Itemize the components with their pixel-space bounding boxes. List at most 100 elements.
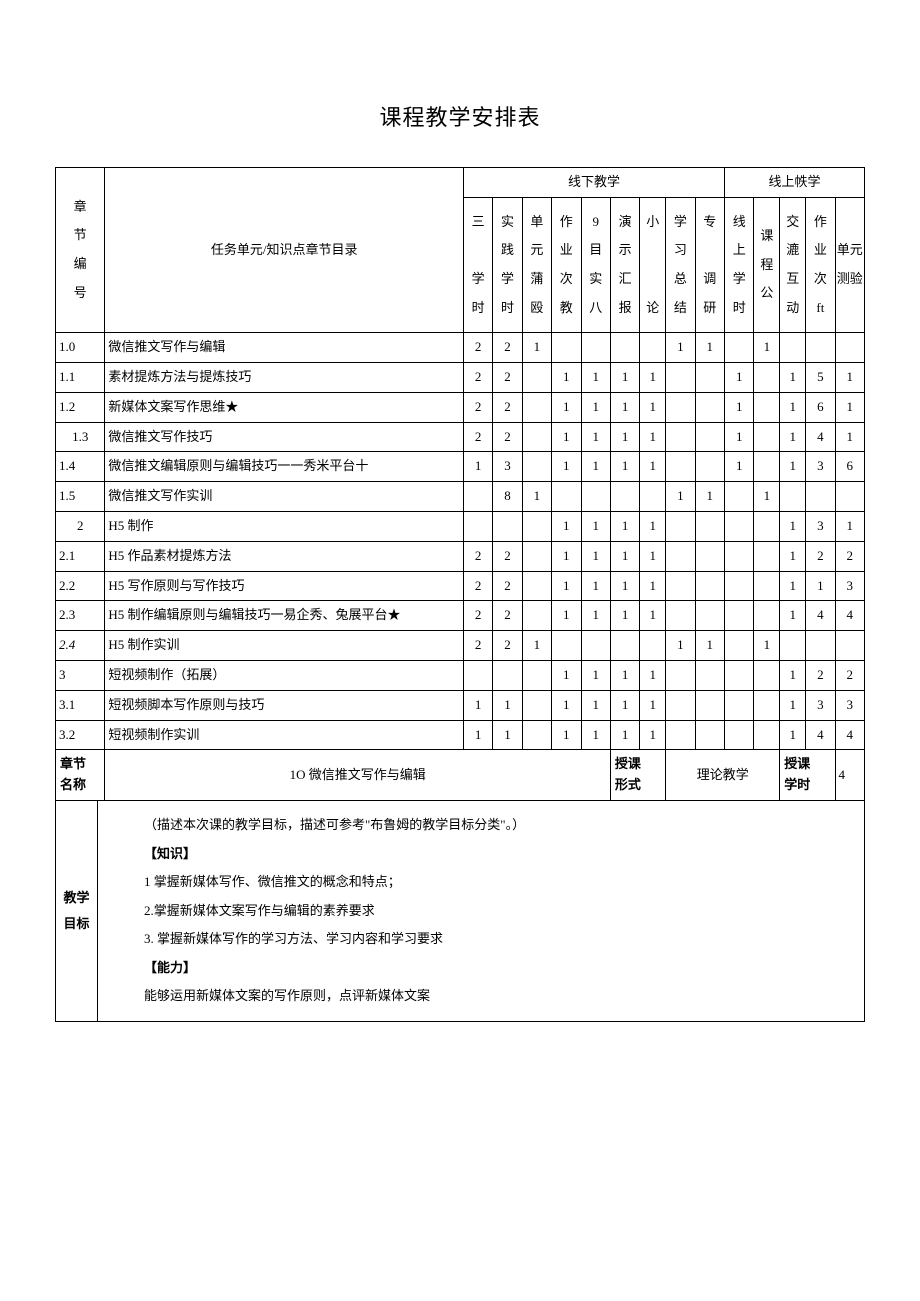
data-cell: 2: [463, 333, 492, 363]
col-header: 9目实八: [581, 197, 610, 332]
data-cell: 1: [552, 720, 581, 750]
data-cell: [754, 422, 780, 452]
data-cell: 6: [835, 452, 864, 482]
table-row: 2H5 制作1111131: [56, 511, 865, 541]
data-cell: 4: [806, 422, 835, 452]
data-cell: [666, 422, 695, 452]
data-cell: 1: [780, 601, 806, 631]
data-cell: 1: [493, 690, 522, 720]
data-cell: 1: [666, 482, 695, 512]
data-cell: [666, 452, 695, 482]
data-cell: 1: [463, 452, 492, 482]
data-cell: 1: [835, 362, 864, 392]
data-cell: 4: [806, 720, 835, 750]
data-cell: 1: [780, 422, 806, 452]
data-cell: 1: [640, 690, 666, 720]
row-name: 素材提炼方法与提炼技巧: [105, 362, 464, 392]
data-cell: 1: [640, 362, 666, 392]
col-header: 实践学时: [493, 197, 522, 332]
data-cell: [725, 333, 754, 363]
data-cell: [522, 392, 551, 422]
data-cell: 3: [493, 452, 522, 482]
data-cell: [610, 631, 639, 661]
col-header: 学习总结: [666, 197, 695, 332]
col-header: 课程公: [754, 197, 780, 332]
page-title: 课程教学安排表: [55, 100, 865, 132]
data-cell: 1: [754, 482, 780, 512]
data-cell: 1: [581, 571, 610, 601]
data-cell: 1: [640, 392, 666, 422]
objectives-label: 教学目标: [56, 801, 98, 1021]
table-row: 2.2H5 写作原则与写作技巧221111113: [56, 571, 865, 601]
data-cell: 1: [552, 660, 581, 690]
row-name: 微信推文编辑原则与编辑技巧一一秀米平台十: [105, 452, 464, 482]
table-row: 3短视频制作（拓展）1111122: [56, 660, 865, 690]
data-cell: 1: [835, 511, 864, 541]
data-cell: [754, 660, 780, 690]
data-cell: [666, 690, 695, 720]
data-cell: [522, 452, 551, 482]
row-name: 微信推文写作技巧: [105, 422, 464, 452]
row-index: 2: [56, 511, 105, 541]
data-cell: [695, 541, 725, 571]
row-index: 3: [56, 660, 105, 690]
data-cell: 1: [695, 482, 725, 512]
row-name: 微信推文写作实训: [105, 482, 464, 512]
data-cell: 1: [640, 511, 666, 541]
data-cell: 3: [806, 690, 835, 720]
data-cell: [666, 720, 695, 750]
col-header-online: 线上帙学: [725, 168, 865, 198]
data-cell: 1: [610, 690, 639, 720]
col-header-chapter-no: 章节编号: [56, 168, 105, 333]
data-cell: [754, 392, 780, 422]
data-cell: 4: [835, 601, 864, 631]
table-row: 2.4H5 制作实训221111: [56, 631, 865, 661]
table-row: 1.5微信推文写作实训81111: [56, 482, 865, 512]
data-cell: 1: [610, 660, 639, 690]
summary-form-label: 授课形式: [610, 750, 665, 801]
data-cell: [610, 482, 639, 512]
data-cell: [493, 511, 522, 541]
data-cell: [666, 511, 695, 541]
col-header: 线上学时: [725, 197, 754, 332]
data-cell: [695, 362, 725, 392]
data-cell: 1: [780, 571, 806, 601]
data-cell: [754, 511, 780, 541]
data-cell: [552, 631, 581, 661]
summary-chapter-value: 1O 微信推文写作与编辑: [105, 750, 611, 801]
data-cell: 6: [806, 392, 835, 422]
data-cell: 2: [493, 601, 522, 631]
table-row: 1.0微信推文写作与编辑221111: [56, 333, 865, 363]
data-cell: [640, 482, 666, 512]
data-cell: 2: [463, 362, 492, 392]
data-cell: [522, 571, 551, 601]
data-cell: 8: [493, 482, 522, 512]
data-cell: [806, 333, 835, 363]
data-cell: 1: [640, 571, 666, 601]
data-cell: [581, 631, 610, 661]
row-name: 短视频脚本写作原则与技巧: [105, 690, 464, 720]
row-index: 3.1: [56, 690, 105, 720]
col-header: 作业次教: [552, 197, 581, 332]
data-cell: [522, 362, 551, 392]
row-name: H5 写作原则与写作技巧: [105, 571, 464, 601]
data-cell: 1: [610, 392, 639, 422]
data-cell: 3: [835, 690, 864, 720]
data-cell: 1: [463, 720, 492, 750]
table-row: 3.2短视频制作实训111111144: [56, 720, 865, 750]
data-cell: [725, 571, 754, 601]
data-cell: 1: [754, 631, 780, 661]
row-index: 1.2: [56, 392, 105, 422]
data-cell: 1: [835, 422, 864, 452]
data-cell: [835, 333, 864, 363]
data-cell: [695, 660, 725, 690]
col-header-offline: 线下教学: [463, 168, 724, 198]
data-cell: 1: [552, 541, 581, 571]
data-cell: [754, 601, 780, 631]
data-cell: 1: [610, 541, 639, 571]
data-cell: [522, 690, 551, 720]
data-cell: 2: [463, 571, 492, 601]
data-cell: 1: [552, 571, 581, 601]
data-cell: [666, 571, 695, 601]
data-cell: 1: [522, 333, 551, 363]
